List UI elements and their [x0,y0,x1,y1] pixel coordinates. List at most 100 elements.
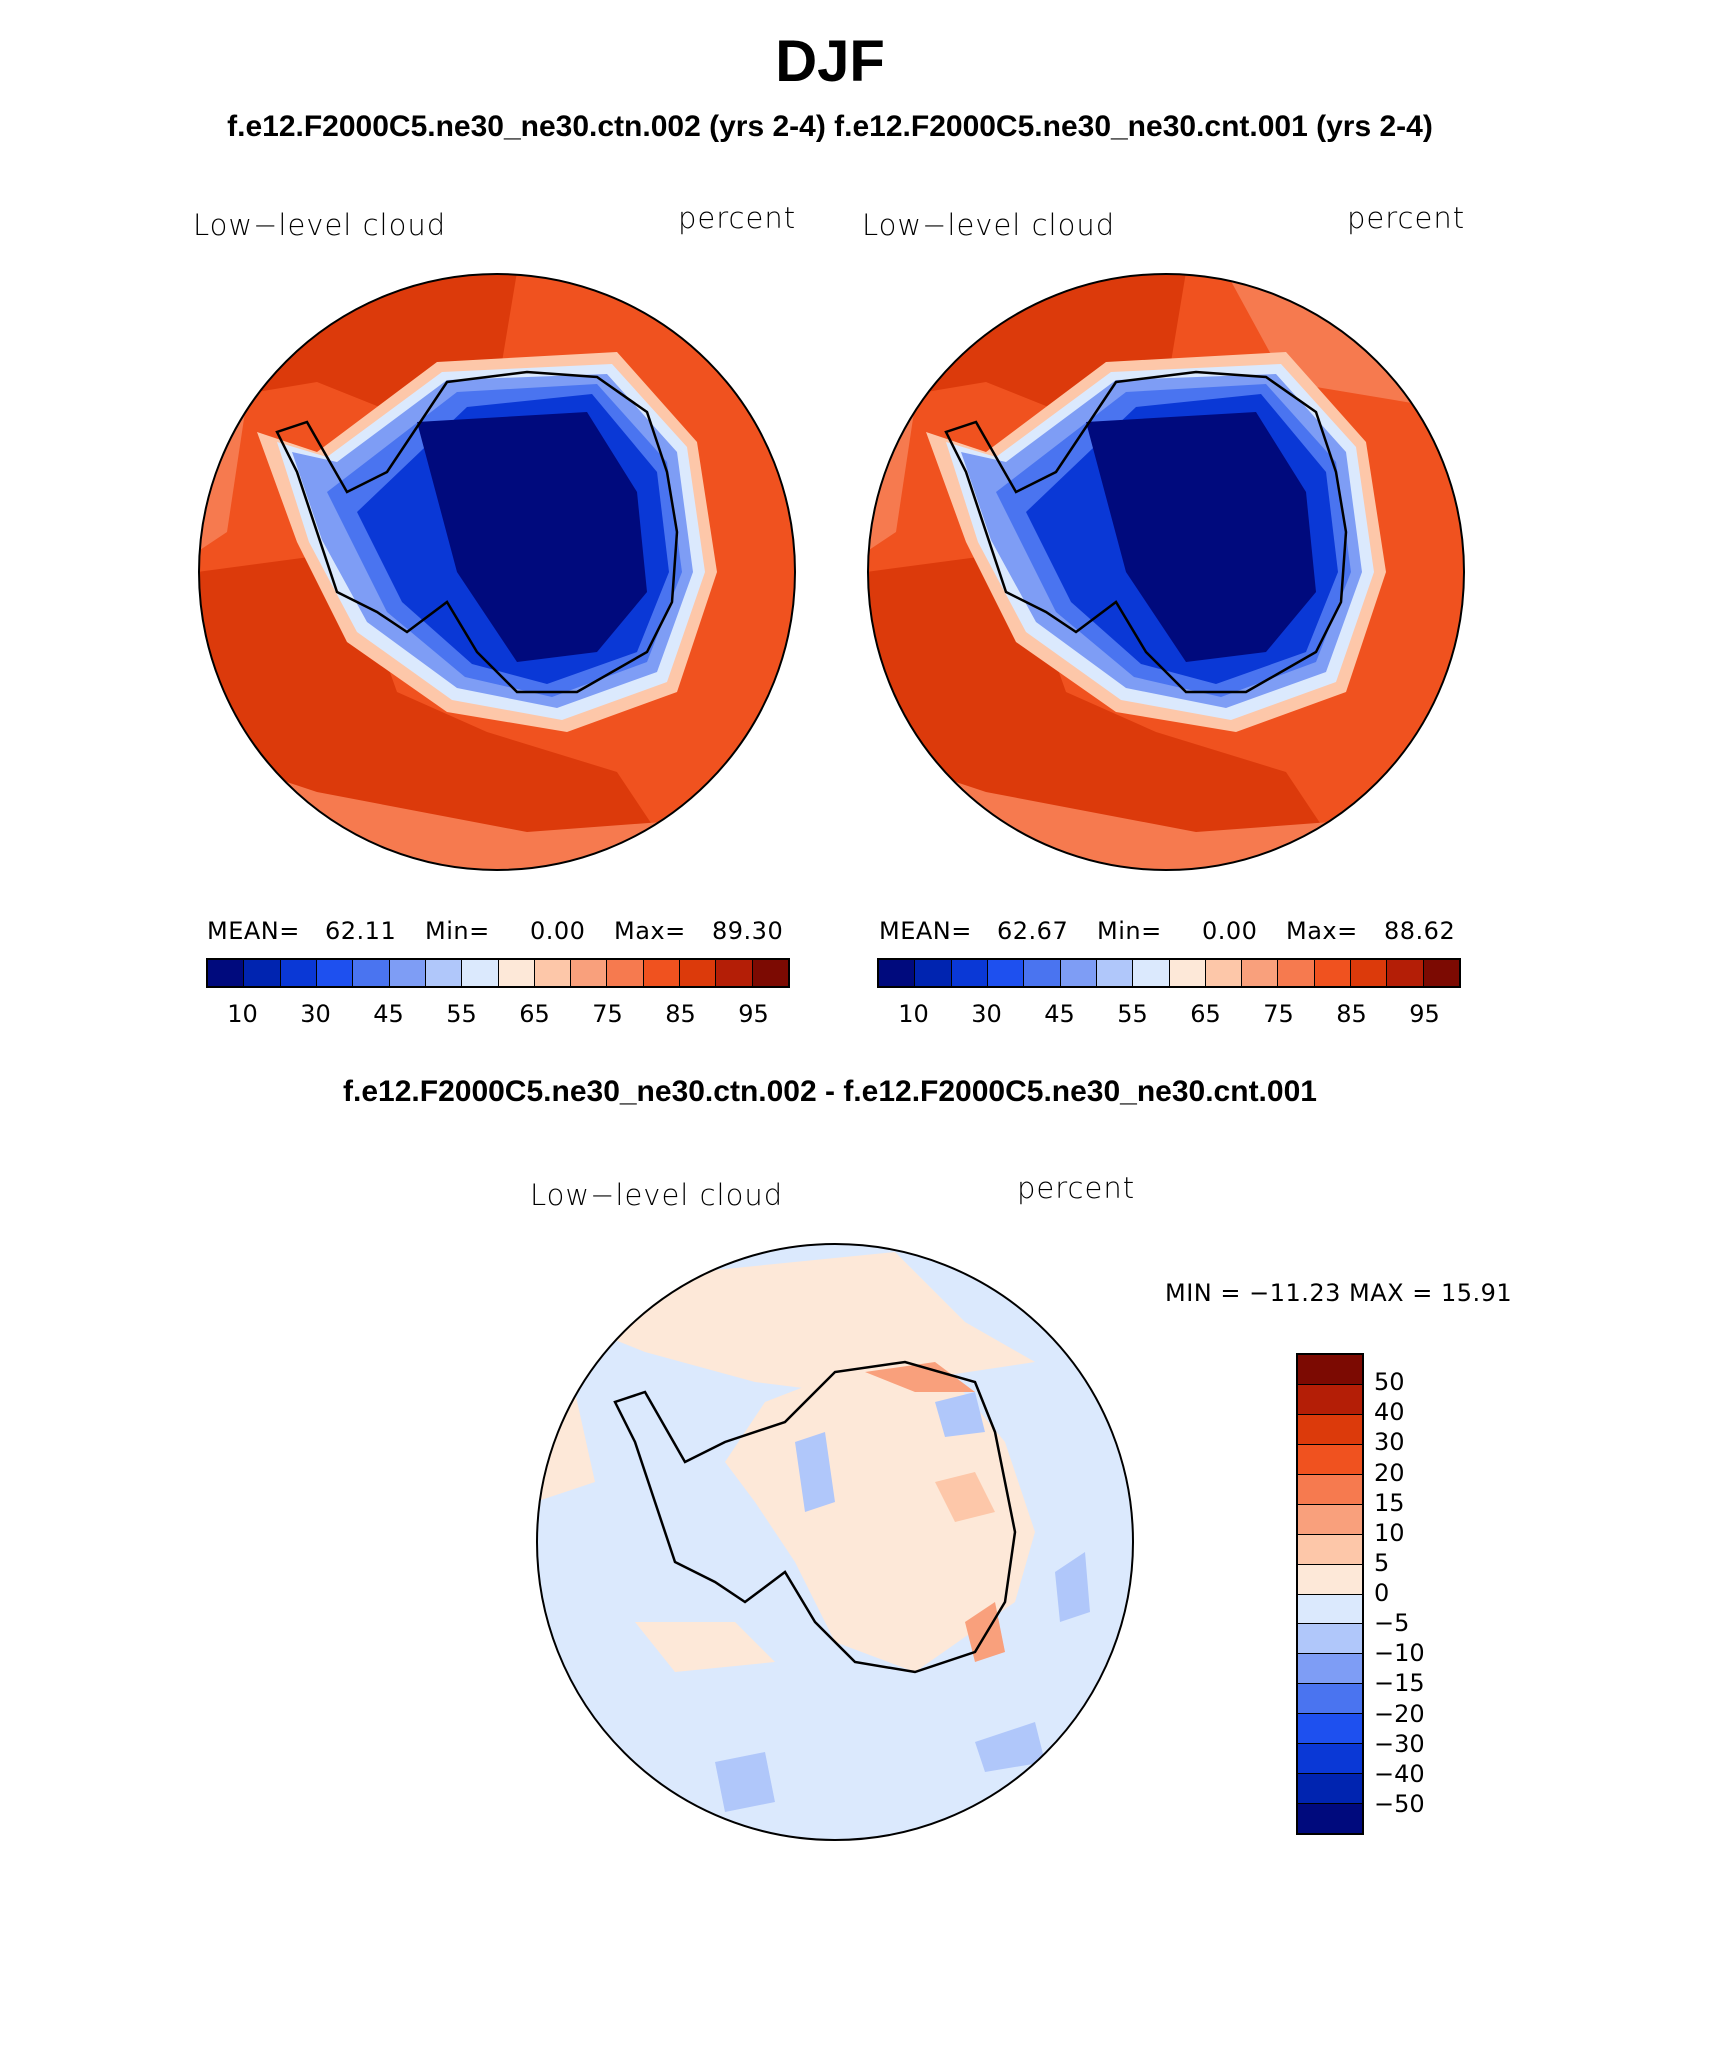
colorbar-tick-label: 45 [1044,1000,1075,1028]
colorbar-tick-label: 0 [1374,1579,1390,1607]
diff-variable-label: Low−level cloud [530,1178,784,1212]
colorbar-swatch [1298,1744,1362,1775]
colorbar-swatch [208,960,245,986]
colorbar-tick-label: 30 [971,1000,1002,1028]
colorbar-swatch [1060,960,1097,986]
colorbar-swatch [607,960,644,986]
colorbar-swatch [1423,960,1459,986]
colorbar-tick-label: −20 [1374,1699,1425,1728]
panel1-variable-label: Low−level cloud [193,208,447,242]
colorbar-tick-label: −30 [1374,1729,1425,1758]
colorbar-swatch [1278,960,1315,986]
panel2-max-value: 88.62 [1384,917,1456,945]
colorbar-swatch [1387,960,1424,986]
panel1-max-label: Max= [614,917,686,945]
panel1-mean-value: 62.11 [325,917,397,945]
panel2-variable-label: Low−level cloud [862,208,1116,242]
colorbar-tick-label: 20 [1374,1458,1405,1487]
colorbar-swatch [680,960,717,986]
colorbar-swatch [1351,960,1388,986]
panel2-min-label: Min= [1097,917,1162,945]
colorbar-tick-label: 55 [446,1000,477,1028]
colorbar-tick-label: 10 [1374,1518,1405,1547]
colorbar-tick-label: 65 [1190,1000,1221,1028]
colorbar-tick-label: 75 [1263,1000,1294,1028]
colorbar-swatch [1205,960,1243,986]
diff-min-max: MIN = −11.23 MAX = 15.91 [1165,1279,1513,1307]
colorbar-swatch [1096,960,1134,986]
difference-polar-map [536,1243,1134,1841]
colorbar-swatch [389,960,426,986]
colorbar-swatch [1298,1355,1362,1385]
colorbar-swatch [1298,1504,1362,1535]
colorbar-tick-label: 75 [592,1000,623,1028]
colorbar-tick-label: −40 [1374,1759,1425,1788]
colorbar-tick-label: 10 [898,1000,929,1028]
difference-title: f.e12.F2000C5.ne30_ne30.ctn.002 - f.e12.… [343,1075,1317,1108]
difference-colorbar [1296,1353,1364,1835]
colorbar-swatch [915,960,952,986]
colorbar-swatch [462,960,499,986]
colorbar-swatch [1169,960,1206,986]
colorbar-swatch [1298,1414,1362,1445]
colorbar-tick-label: 95 [738,1000,769,1028]
colorbar-swatch [1298,1714,1362,1745]
panel1-mean-label: MEAN= [207,917,300,945]
colorbar-swatch [1298,1624,1362,1655]
cases-subtitle: f.e12.F2000C5.ne30_ne30.ctn.002 (yrs 2-4… [227,110,1433,143]
colorbar-swatch [353,960,390,986]
colorbar-tick-label: 30 [1374,1428,1405,1457]
colorbar-swatch [1298,1384,1362,1415]
panel1-polar-map [198,273,796,871]
colorbar-swatch [1298,1684,1362,1715]
colorbar-tick-label: −50 [1374,1789,1425,1818]
colorbar-swatch [716,960,753,986]
panel1-min-label: Min= [425,917,490,945]
panel2-polar-map [867,273,1465,871]
panel2-mean-value: 62.67 [997,917,1069,945]
colorbar-tick-label: 5 [1374,1548,1390,1577]
colorbar-tick-label: 95 [1409,1000,1440,1028]
colorbar-tick-label: 30 [300,1000,331,1028]
colorbar-swatch [316,960,354,986]
colorbar-swatch [1242,960,1279,986]
colorbar-swatch [951,960,988,986]
colorbar-swatch [425,960,463,986]
colorbar-swatch [643,960,681,986]
colorbar-swatch [1298,1444,1362,1475]
colorbar-swatch [1298,1654,1362,1685]
colorbar-tick-label: −15 [1374,1669,1425,1698]
colorbar-tick-label: −10 [1374,1639,1425,1668]
panel1-colorbar [206,958,790,988]
diff-units-label: percent [1017,1171,1136,1205]
colorbar-swatch [1133,960,1170,986]
colorbar-swatch [498,960,535,986]
colorbar-swatch [1298,1564,1362,1595]
colorbar-tick-label: 40 [1374,1398,1405,1427]
panel2-min-value: 0.00 [1202,917,1258,945]
colorbar-tick-label: 85 [1336,1000,1367,1028]
panel2-max-label: Max= [1286,917,1358,945]
colorbar-swatch [1298,1804,1362,1833]
colorbar-swatch [244,960,281,986]
panel2-colorbar [877,958,1461,988]
colorbar-swatch [1298,1594,1362,1625]
colorbar-swatch [752,960,788,986]
colorbar-swatch [1024,960,1061,986]
colorbar-swatch [1298,1774,1362,1805]
colorbar-swatch [280,960,317,986]
panel1-min-value: 0.00 [530,917,586,945]
colorbar-tick-label: −5 [1374,1609,1410,1638]
panel1-max-value: 89.30 [712,917,784,945]
colorbar-tick-label: 55 [1117,1000,1148,1028]
colorbar-swatch [987,960,1025,986]
colorbar-swatch [571,960,608,986]
colorbar-swatch [534,960,572,986]
colorbar-swatch [879,960,916,986]
colorbar-tick-label: 50 [1374,1368,1405,1397]
colorbar-swatch [1298,1534,1362,1565]
colorbar-tick-label: 65 [519,1000,550,1028]
colorbar-swatch [1314,960,1352,986]
colorbar-tick-label: 15 [1374,1488,1405,1517]
panel1-units-label: percent [678,201,797,235]
